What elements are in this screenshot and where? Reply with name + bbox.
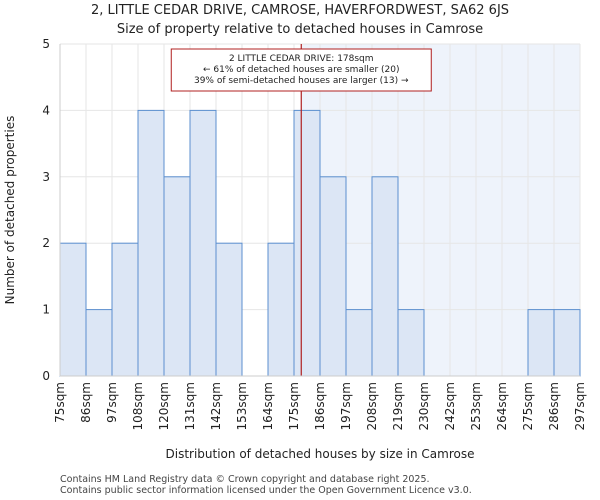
bar-86sqm xyxy=(85,309,113,377)
annotation-line-3: 39% of semi-detached houses are larger (… xyxy=(194,76,409,86)
x-tick-label: 297sqm xyxy=(573,382,587,430)
y-tick-label: 3 xyxy=(42,170,50,184)
bars-group xyxy=(59,109,581,377)
x-tick-label: 219sqm xyxy=(391,382,405,430)
x-tick-label: 242sqm xyxy=(443,382,457,430)
y-tick-label: 2 xyxy=(42,236,50,250)
bar-186sqm xyxy=(319,176,347,377)
bar-108sqm xyxy=(137,109,165,377)
annotation-line-1: 2 LITTLE CEDAR DRIVE: 178sqm xyxy=(229,54,374,64)
x-tick-label: 186sqm xyxy=(313,382,327,430)
bar-164sqm xyxy=(267,242,295,377)
bar-142sqm xyxy=(215,242,243,377)
x-tick-label: 86sqm xyxy=(79,382,93,423)
x-tick-label: 264sqm xyxy=(495,382,509,430)
bar-175sqm xyxy=(293,109,321,377)
x-tick-label: 97sqm xyxy=(105,382,119,423)
bar-97sqm xyxy=(111,242,139,377)
y-axis-label: Number of detached properties xyxy=(3,116,17,305)
x-tick-label: 275sqm xyxy=(521,382,535,430)
annotation-group: 2 LITTLE CEDAR DRIVE: 178sqm← 61% of det… xyxy=(170,48,432,92)
chart-subtitle: Size of property relative to detached ho… xyxy=(116,22,484,37)
chart-title-block: 2, LITTLE CEDAR DRIVE, CAMROSE, HAVERFOR… xyxy=(0,2,600,38)
axes-group xyxy=(59,44,580,377)
x-tick-label: 208sqm xyxy=(365,382,379,430)
bar-75sqm xyxy=(59,242,87,377)
bar-219sqm xyxy=(397,309,425,377)
bar-120sqm xyxy=(163,176,191,377)
x-tick-label: 286sqm xyxy=(547,382,561,430)
bar-208sqm xyxy=(371,176,399,377)
x-tick-label: 153sqm xyxy=(235,382,249,430)
x-tick-label: 75sqm xyxy=(53,382,67,423)
footer-line-2: Contains public sector information licen… xyxy=(60,485,472,496)
y-tick-label: 5 xyxy=(42,37,50,51)
x-tick-label: 164sqm xyxy=(261,382,275,430)
footer-line-1: Contains HM Land Registry data © Crown c… xyxy=(60,474,430,485)
x-tick-label: 175sqm xyxy=(287,382,301,430)
y-tick-label: 1 xyxy=(42,303,50,317)
x-ticks-group: 75sqm 86sqm 97sqm 108sqm 120sqm 131sqm 142sqm 1… xyxy=(53,382,587,430)
y-ticks-group: 0 1 2 3 4 5 xyxy=(42,37,50,383)
x-tick-label: 253sqm xyxy=(469,382,483,430)
bar-286sqm xyxy=(553,309,581,377)
x-tick-label: 142sqm xyxy=(209,382,223,430)
x-tick-label: 230sqm xyxy=(417,382,431,430)
y-tick-label: 4 xyxy=(42,103,50,117)
x-tick-label: 197sqm xyxy=(339,382,353,430)
bar-131sqm xyxy=(189,109,217,377)
annotation-line-2: ← 61% of detached houses are smaller (20… xyxy=(203,65,400,75)
chart-title: 2, LITTLE CEDAR DRIVE, CAMROSE, HAVERFOR… xyxy=(90,3,510,18)
x-tick-label: 131sqm xyxy=(183,382,197,430)
bar-275sqm xyxy=(527,309,555,377)
x-axis-label: Distribution of detached houses by size … xyxy=(166,447,475,461)
y-tick-label: 0 xyxy=(42,369,50,383)
footer: Contains HM Land Registry data © Crown c… xyxy=(60,474,472,496)
bar-197sqm xyxy=(345,309,373,377)
x-tick-label: 120sqm xyxy=(157,382,171,430)
x-tick-label: 108sqm xyxy=(131,382,145,430)
annotation-box xyxy=(170,48,432,92)
